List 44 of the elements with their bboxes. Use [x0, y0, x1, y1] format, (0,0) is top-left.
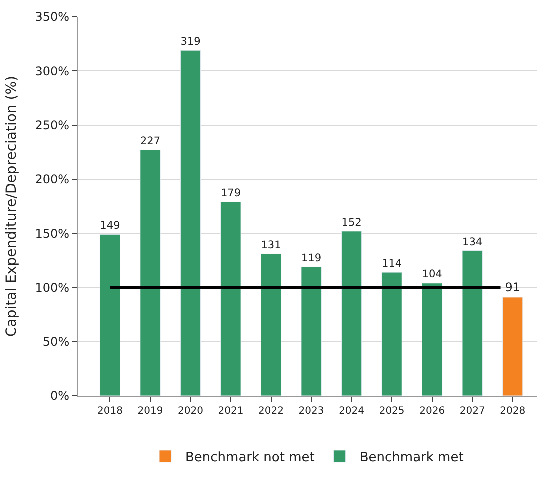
data-label: 319	[180, 36, 201, 48]
y-tick-label: 200%	[35, 172, 70, 187]
data-label: 91	[505, 280, 520, 294]
x-tick-label: 2027	[460, 406, 486, 417]
y-tick-label: 150%	[35, 226, 70, 241]
bar	[422, 283, 443, 396]
bar	[382, 272, 402, 396]
bar	[502, 297, 524, 396]
y-tick-label: 0%	[50, 389, 70, 404]
legend-label: Benchmark not met	[186, 450, 315, 466]
legend-label: Benchmark met	[360, 450, 464, 466]
y-tick-label: 300%	[35, 64, 70, 78]
x-tick-label: 2022	[258, 406, 284, 417]
data-label: 114	[382, 258, 402, 270]
x-tick-label: 2021	[218, 406, 244, 417]
x-tick-label: 2019	[138, 406, 164, 417]
bar	[260, 254, 282, 396]
y-axis-title: Capital Expenditure/Depreciation (%)	[4, 76, 20, 337]
bar	[140, 150, 161, 396]
data-label: 227	[140, 136, 161, 148]
x-tick-label: 2024	[339, 406, 365, 417]
data-label: 104	[422, 268, 443, 281]
x-tick-label: 2020	[178, 406, 204, 417]
y-tick-label: 350%	[35, 10, 70, 24]
data-label: 149	[100, 220, 120, 232]
bar	[462, 250, 483, 396]
x-tick-label: 2023	[298, 406, 324, 417]
bar	[180, 50, 202, 396]
bar	[220, 202, 242, 396]
x-tick-label: 2028	[500, 406, 526, 417]
bar	[341, 231, 362, 396]
y-tick-label: 50%	[42, 335, 70, 350]
x-tick-label: 2026	[420, 406, 446, 417]
bar	[301, 266, 322, 396]
y-tick-label: 250%	[35, 118, 70, 132]
x-tick-label: 2018	[97, 406, 123, 417]
data-label: 179	[220, 188, 242, 200]
data-label: 131	[261, 240, 282, 252]
x-tick-label: 2025	[379, 406, 405, 417]
bar	[100, 234, 121, 396]
data-label: 119	[301, 252, 322, 265]
data-label: 152	[342, 216, 362, 229]
data-label: 134	[462, 236, 483, 248]
y-tick-label: 100%	[35, 280, 70, 295]
